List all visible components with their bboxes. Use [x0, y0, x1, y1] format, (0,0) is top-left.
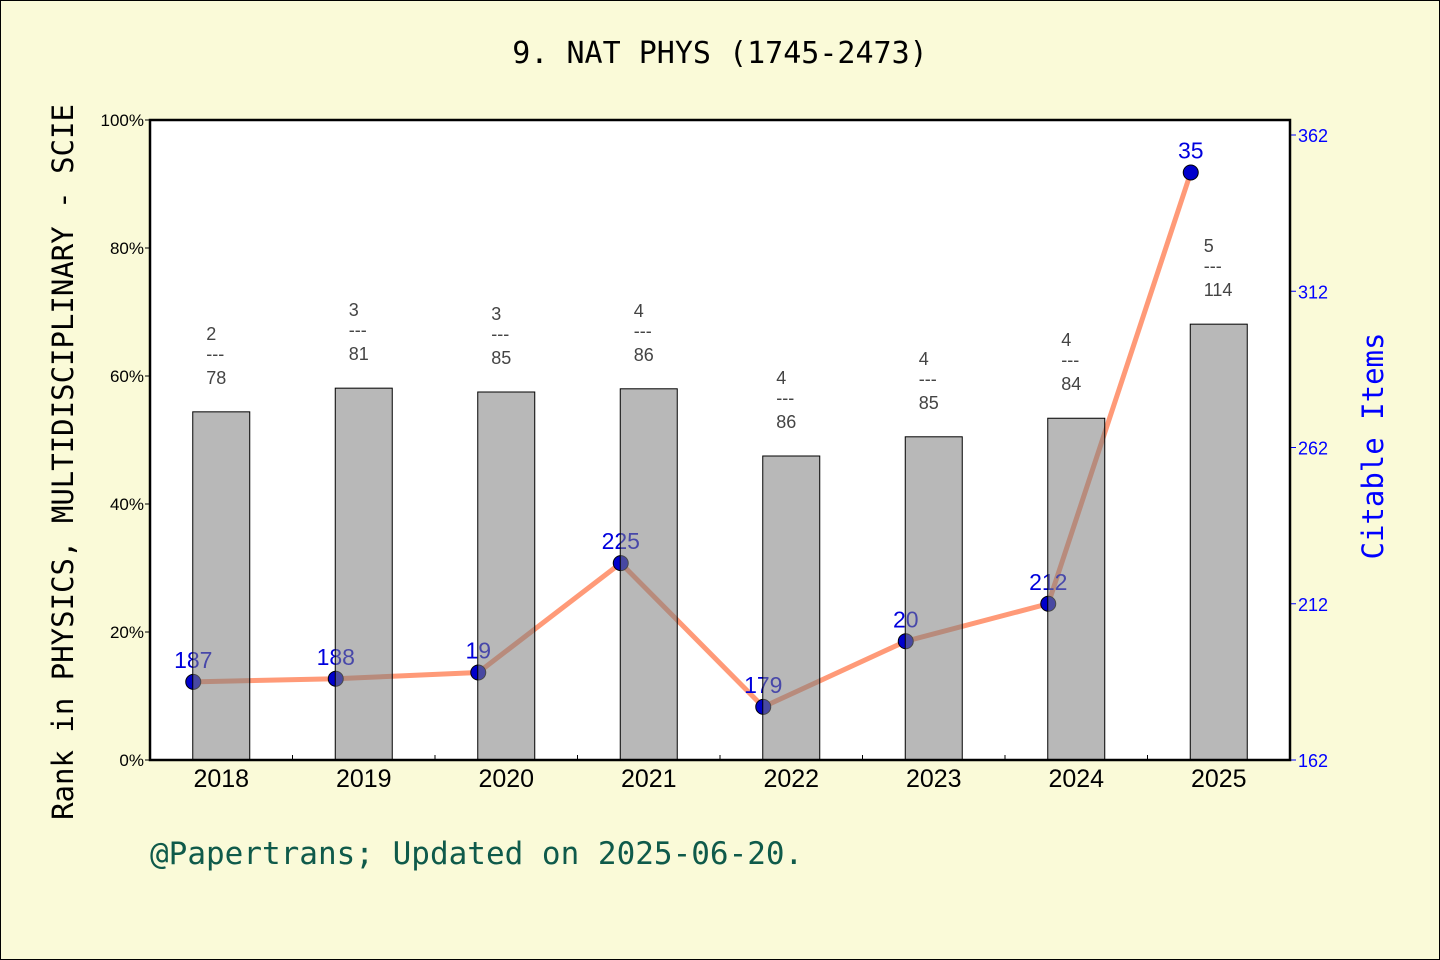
- y2-tick-label: 212: [1298, 595, 1328, 615]
- rank-label: 4: [776, 368, 786, 388]
- x-tick-label: 2021: [621, 765, 677, 793]
- citable-items-label: 35: [1178, 138, 1204, 164]
- total-label: 78: [206, 368, 226, 388]
- y-tick-label: 40%: [110, 495, 144, 514]
- rank-bar: [192, 411, 251, 761]
- rank-bar: [1189, 323, 1248, 761]
- rank-label: 3: [349, 300, 359, 320]
- citable-items-point: [1182, 164, 1199, 181]
- y2-tick-label: 362: [1298, 126, 1328, 146]
- y2-tick-label: 162: [1298, 751, 1328, 771]
- rank-label: 4: [634, 301, 644, 321]
- total-label: 81: [349, 344, 369, 364]
- rank-bar: [762, 455, 821, 761]
- rank-label: 2: [206, 324, 216, 344]
- total-label: 86: [776, 412, 796, 432]
- rank-bar: [334, 387, 393, 761]
- rank-divider: ---: [206, 344, 224, 364]
- rank-divider: ---: [776, 388, 794, 408]
- rank-divider: ---: [919, 369, 937, 389]
- x-tick-label: 2019: [336, 765, 392, 793]
- y2-tick-label: 312: [1298, 282, 1328, 302]
- rank-bar: [904, 436, 963, 761]
- rank-bar: [1047, 417, 1106, 761]
- x-tick-label: 2022: [763, 765, 819, 793]
- x-tick-label: 2024: [1048, 765, 1104, 793]
- y2-tick-label: 262: [1298, 439, 1328, 459]
- total-label: 85: [919, 393, 939, 413]
- rank-divider: ---: [1204, 256, 1222, 276]
- rank-label: 5: [1204, 236, 1214, 256]
- rank-divider: ---: [491, 324, 509, 344]
- rank-label: 3: [491, 304, 501, 324]
- x-tick-label: 2020: [478, 765, 534, 793]
- rank-bar: [619, 388, 678, 761]
- total-label: 85: [491, 348, 511, 368]
- x-tick-label: 2023: [906, 765, 962, 793]
- plot-border: [148, 118, 1292, 762]
- rank-divider: ---: [634, 321, 652, 341]
- y-tick-label: 80%: [110, 239, 144, 258]
- y-tick-label: 0%: [119, 751, 144, 770]
- footer-note: @Papertrans; Updated on 2025-06-20.: [150, 836, 804, 872]
- total-label: 84: [1061, 374, 1081, 394]
- rank-label: 4: [1061, 330, 1071, 350]
- y-tick-label: 60%: [110, 367, 144, 386]
- x-tick-label: 2025: [1191, 765, 1247, 793]
- x-tick-label: 2018: [193, 765, 249, 793]
- total-label: 114: [1204, 280, 1233, 300]
- chart-title: 9. NAT PHYS (1745-2473): [512, 36, 928, 71]
- y-tick-label: 20%: [110, 623, 144, 642]
- rank-divider: ---: [349, 320, 367, 340]
- rank-divider: ---: [1061, 350, 1079, 370]
- rank-label: 4: [919, 349, 929, 369]
- y-tick-label: 100%: [101, 111, 144, 130]
- total-label: 86: [634, 345, 654, 365]
- rank-bar: [477, 391, 536, 761]
